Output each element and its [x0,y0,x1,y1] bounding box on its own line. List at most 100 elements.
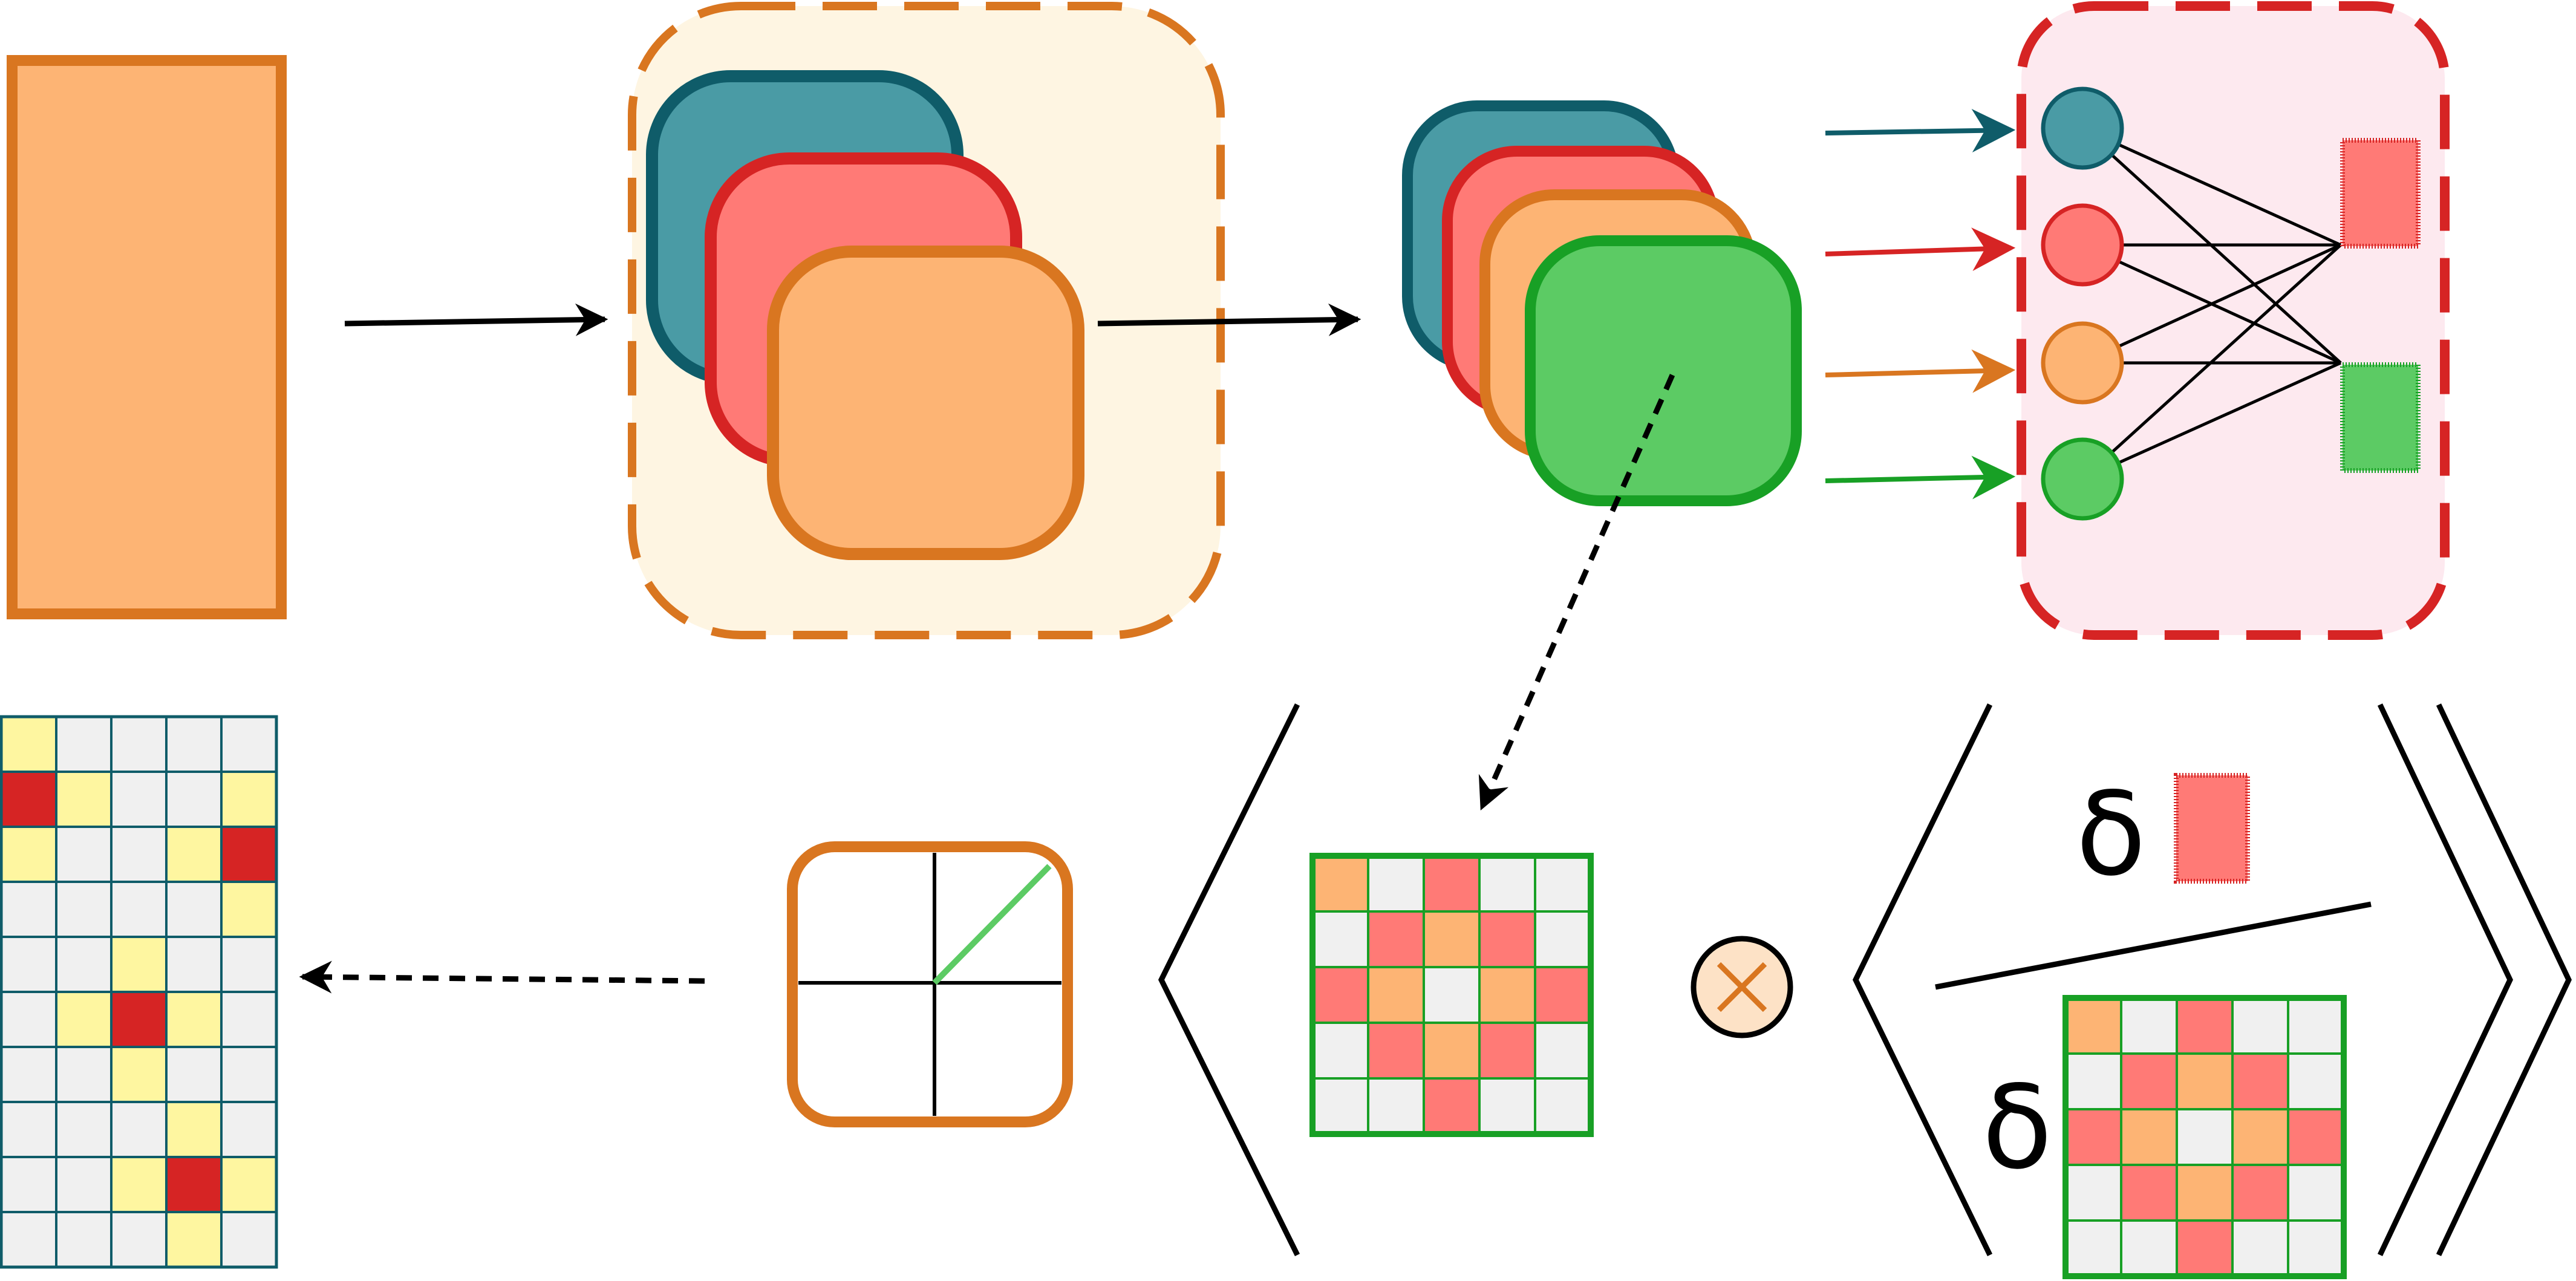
output-activation-cell [0,1211,57,1268]
output-activation-cell [165,1211,223,1268]
output-activation-cell [165,771,223,828]
gradient-heatmap-cell [2287,1164,2345,1222]
feature-map-orange [767,246,1084,560]
output-activation-border [0,715,278,1269]
gradient-heatmap-border [2062,995,2347,1279]
feature-heatmap-cell [1367,966,1425,1024]
gradient-heatmap-cell [2176,1219,2234,1277]
output-activation-cell [220,1046,278,1103]
arrow-relu-to-output [299,960,705,994]
output-activation-cell [110,881,168,938]
feature-heatmap-cell [1311,1077,1369,1135]
network-connections [2081,126,2342,481]
output-activation-cell [0,1101,57,1158]
output-activation-cell [110,826,168,883]
feature-heatmap-cell [1478,1077,1536,1135]
feature-heatmap-cell [1478,966,1536,1024]
output-activation-cell [55,1211,112,1268]
feature-heatmap-cell [1367,910,1425,968]
feature-heatmap-cell [1311,1022,1369,1080]
output-activation-cell [220,881,278,938]
output-activation-cell [55,991,112,1048]
feature-heatmap-cell [1423,1077,1481,1135]
output-activation-cell [0,715,57,773]
output-activation-cell [55,771,112,828]
gradient-heatmap-cell [2064,1052,2122,1110]
arrow-green-to-network [1825,455,2016,500]
gradient-heatmap-cell [2176,1052,2234,1110]
gradient-heatmap-cell [2287,997,2345,1055]
relu-activation-box [787,841,1073,1127]
feature-heatmap-cell [1534,1077,1592,1135]
right-angle-bracket-1 [2377,703,2513,1256]
output-activation-cell [220,715,278,773]
output-activation-cell [110,1101,168,1158]
feature-heatmap-cell [1423,966,1481,1024]
output-activation-cell [0,1156,57,1213]
output-activation-cell [165,936,223,993]
left-angle-bracket [1158,703,1300,1256]
gradient-heatmap-cell [2064,1164,2122,1222]
feature-map-green-2 [1525,235,1802,506]
right-angle-bracket-2 [2436,703,2572,1256]
gradient-heatmap-cell [2120,1219,2178,1277]
network-input-node-red [2041,203,2124,287]
gradient-heatmap-grid [2062,995,2347,1279]
gradient-heatmap-cell [2231,1052,2289,1110]
feature-stack-2 [1402,100,1802,506]
gradient-heatmap-cell [2064,997,2122,1055]
output-activation-cell [165,826,223,883]
output-activation-cell [220,1156,278,1213]
feature-heatmap-cell [1367,1022,1425,1080]
output-activation-cell [110,991,168,1048]
arrow-red-to-network [1825,227,2016,272]
output-activation-cell [165,1046,223,1103]
output-activation-cell [0,826,57,883]
gradient-heatmap-cell [2287,1219,2345,1277]
feature-heatmap-cell [1423,855,1481,913]
network-output-node-red [2340,138,2421,249]
feature-heatmap-cell [1311,855,1369,913]
network-output-node-green [2340,362,2421,473]
output-activation-cell [220,991,278,1048]
output-activation-cell [220,936,278,993]
delta-denominator: δ [1982,1061,2052,1195]
output-activation-cell [165,715,223,773]
arrow-orange-to-network [1825,349,2016,393]
feature-heatmap-cell [1367,855,1425,913]
output-activation-cell [110,715,168,773]
input-image-block [7,55,287,619]
gradient-heatmap-cell [2120,1108,2178,1166]
gradient-heatmap-cell [2064,1108,2122,1166]
arrow-stack1-to-stack2 [1097,303,1361,336]
output-activation-cell [55,1046,112,1103]
output-activation-cell [220,1211,278,1268]
delta-numerator: δ [2076,768,2146,901]
output-activation-cell [220,771,278,828]
otimes-operator [1691,936,1793,1038]
output-activation-cell [220,826,278,883]
gradient-heatmap-cell [2231,1108,2289,1166]
feature-stack-1 [646,70,1084,560]
output-activation-cell [165,1101,223,1158]
gradient-heatmap-cell [2120,997,2178,1055]
arrow-input-to-conv [344,303,608,336]
gradient-heatmap-cell [2231,1219,2289,1277]
feature-heatmap-cell [1534,966,1592,1024]
output-activation-cell [0,991,57,1048]
feature-heatmap-cell [1311,966,1369,1024]
gradient-heatmap-cell [2231,1164,2289,1222]
network-input-node-orange [2041,321,2124,405]
output-activation-cell [55,826,112,883]
gradient-heatmap-cell [2064,1219,2122,1277]
delta-output-node-red [2174,773,2250,884]
gradient-heatmap-cell [2176,1164,2234,1222]
feature-heatmap-cell [1311,910,1369,968]
output-activation-cell [165,991,223,1048]
feature-heatmap-cell [1478,910,1536,968]
output-activation-cell [0,936,57,993]
feature-heatmap-cell [1534,855,1592,913]
output-activation-cell [220,1101,278,1158]
output-activation-cell [0,881,57,938]
left-angle-bracket-2 [1852,703,1993,1256]
